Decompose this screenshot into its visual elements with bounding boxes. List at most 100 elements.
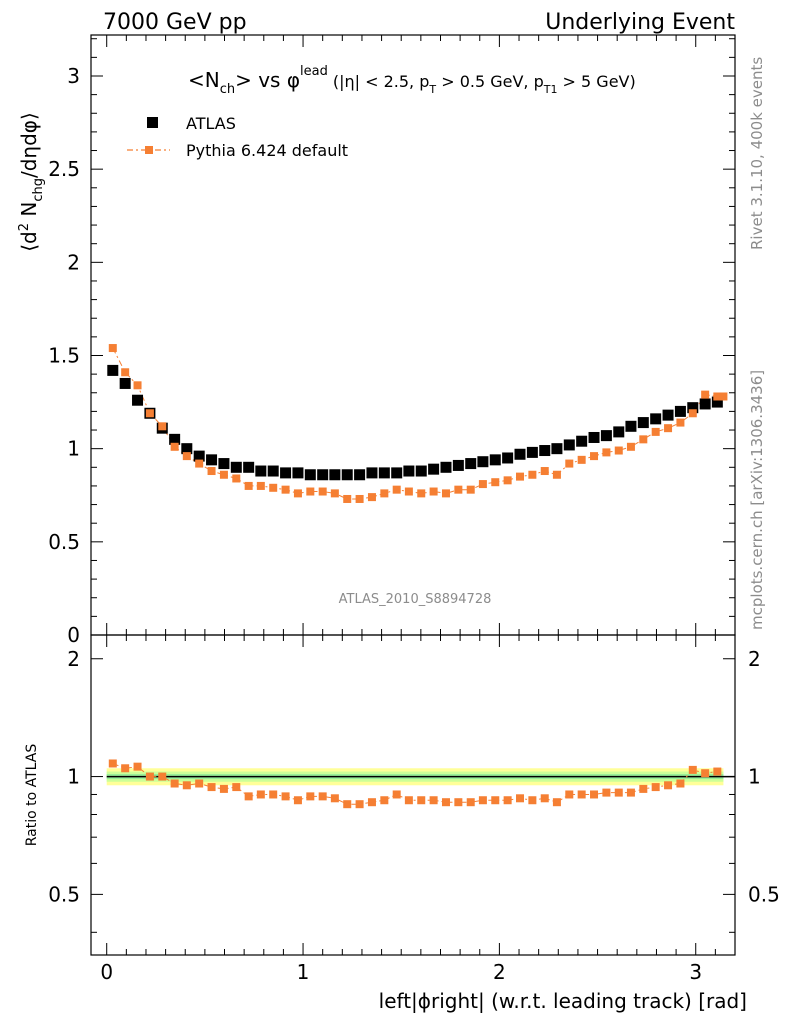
atlas-point [317, 469, 329, 481]
ratio-panel: 0.5 0.5 1 1 2 2 0 1 2 3 Ratio to ATLAS left|ϕrigh… [24, 634, 780, 1013]
ratio-pythia-point [269, 790, 278, 799]
ratio-pythia-point [528, 796, 537, 805]
pythia-point [355, 494, 364, 503]
atlas-point [687, 402, 699, 414]
atlas-point [304, 469, 316, 481]
ratio-pythia-point [170, 779, 179, 788]
legend: ATLAS Pythia 6.424 default [127, 114, 348, 160]
legend-pythia-label: Pythia 6.424 default [186, 141, 348, 160]
ratio-frame [90, 634, 736, 956]
atlas-point [181, 443, 193, 455]
ratio-pythia-point [318, 792, 327, 801]
atlas-point [391, 467, 403, 479]
atlas-point [341, 469, 353, 481]
pythia-point [318, 487, 327, 496]
atlas-point [107, 364, 119, 376]
ratio-pythia-point [639, 784, 648, 793]
ratio-pythia-point [429, 796, 438, 805]
pythia-point [614, 446, 623, 455]
mcplots-label: mcplots.cern.ch [arXiv:1306.3436] [748, 370, 766, 630]
atlas-point [132, 394, 144, 406]
pythia-point [491, 478, 500, 487]
ratio-pythia-point [454, 798, 463, 807]
pythia-point [577, 455, 586, 464]
pythia-point [639, 435, 648, 444]
pythia-point [503, 476, 512, 485]
ratio-pythia-point [108, 759, 117, 768]
pythia-point [281, 485, 290, 494]
main-ytick-label: 2 [67, 250, 80, 274]
ratio-ytick-label-left: 1 [67, 765, 80, 789]
atlas-point [378, 467, 390, 479]
xtick-label: 0 [100, 960, 113, 984]
atlas-point [243, 461, 255, 473]
ratio-pythia-point [232, 783, 241, 792]
main-ytick-label: 1 [67, 437, 80, 461]
xlabel: left|ϕright| (w.r.t. leading track) [rad… [379, 989, 747, 1013]
ratio-pythia-point [676, 779, 685, 788]
ratio-pythia-point [404, 796, 413, 805]
atlas-point [551, 443, 563, 455]
ratio-pythia-point [626, 788, 635, 797]
atlas-point [576, 435, 588, 447]
xtick-label: 1 [297, 960, 310, 984]
pythia-point [108, 344, 117, 353]
ratio-pythia-point [158, 772, 167, 781]
pythia-point [651, 427, 660, 436]
pythia-point [182, 452, 191, 461]
ratio-pythia-point [491, 796, 500, 805]
pythia-point [528, 470, 537, 479]
atlas-point [280, 467, 292, 479]
pythia-point [306, 487, 315, 496]
ratio-pythia-point [195, 779, 204, 788]
pythia-point [207, 467, 216, 476]
ylabel-c: /dηdφ⟩ [17, 112, 41, 178]
ratio-pythia-point [219, 784, 228, 793]
atlas-point [230, 461, 242, 473]
ratio-pythia-point [651, 783, 660, 792]
main-panel: 0 0.5 1 1.5 2 2.5 3 <Nch> vs φlead (|η| < 2.5, … [17, 34, 736, 647]
legend-atlas-label: ATLAS [186, 114, 236, 133]
ratio-pythia-point [182, 781, 191, 790]
ratio-pythia-point [478, 796, 487, 805]
ratio-ylabel: Ratio to ATLAS [24, 744, 40, 847]
ylabel-a-sup: 2 [17, 223, 32, 231]
title-main-sup: lead [300, 64, 328, 79]
ratio-pythia-point [688, 765, 697, 774]
main-ytick-label: 1.5 [48, 343, 80, 367]
ratio-pythia-point [207, 783, 216, 792]
ratio-pythia-point [577, 790, 586, 799]
atlas-point [502, 452, 514, 464]
ratio-ytick-label-right: 1 [748, 765, 761, 789]
main-ylabel: ⟨d2 Nchg/dηdφ⟩ [17, 112, 46, 252]
title-main-sub: ch [220, 82, 235, 97]
chart-title: <Nch> vs φlead (|η| < 2.5, pT > 0.5 GeV, … [188, 64, 636, 97]
pythia-point [676, 418, 685, 427]
ratio-pythia-point [133, 762, 142, 771]
pythia-point [269, 483, 278, 492]
atlas-point [354, 469, 366, 481]
ratio-pythia-point [503, 796, 512, 805]
legend-pythia-marker [145, 146, 153, 154]
pythia-point [219, 470, 228, 479]
pythia-point [602, 448, 611, 457]
ratio-pythia-point [565, 790, 574, 799]
atlas-point [489, 454, 501, 466]
ratio-ytick-label-left: 2 [67, 647, 80, 671]
ratio-pythia-point [602, 788, 611, 797]
pythia-point [664, 424, 673, 433]
atlas-point [650, 413, 662, 425]
pythia-point [540, 467, 549, 476]
ratio-pythia-point [367, 798, 376, 807]
atlas-point [440, 461, 452, 473]
pythia-point [256, 481, 265, 490]
atlas-point [625, 420, 637, 432]
ratio-pythia-point [540, 794, 549, 803]
title-cuts-b-sub: T1 [543, 83, 558, 96]
ratio-pythia-point [380, 796, 389, 805]
main-ytick-label: 2.5 [48, 157, 80, 181]
title-cuts-b: > 0.5 GeV, p [436, 72, 544, 91]
pythia-point [565, 459, 574, 468]
pythia-point [392, 485, 401, 494]
pythia-point [293, 489, 302, 498]
